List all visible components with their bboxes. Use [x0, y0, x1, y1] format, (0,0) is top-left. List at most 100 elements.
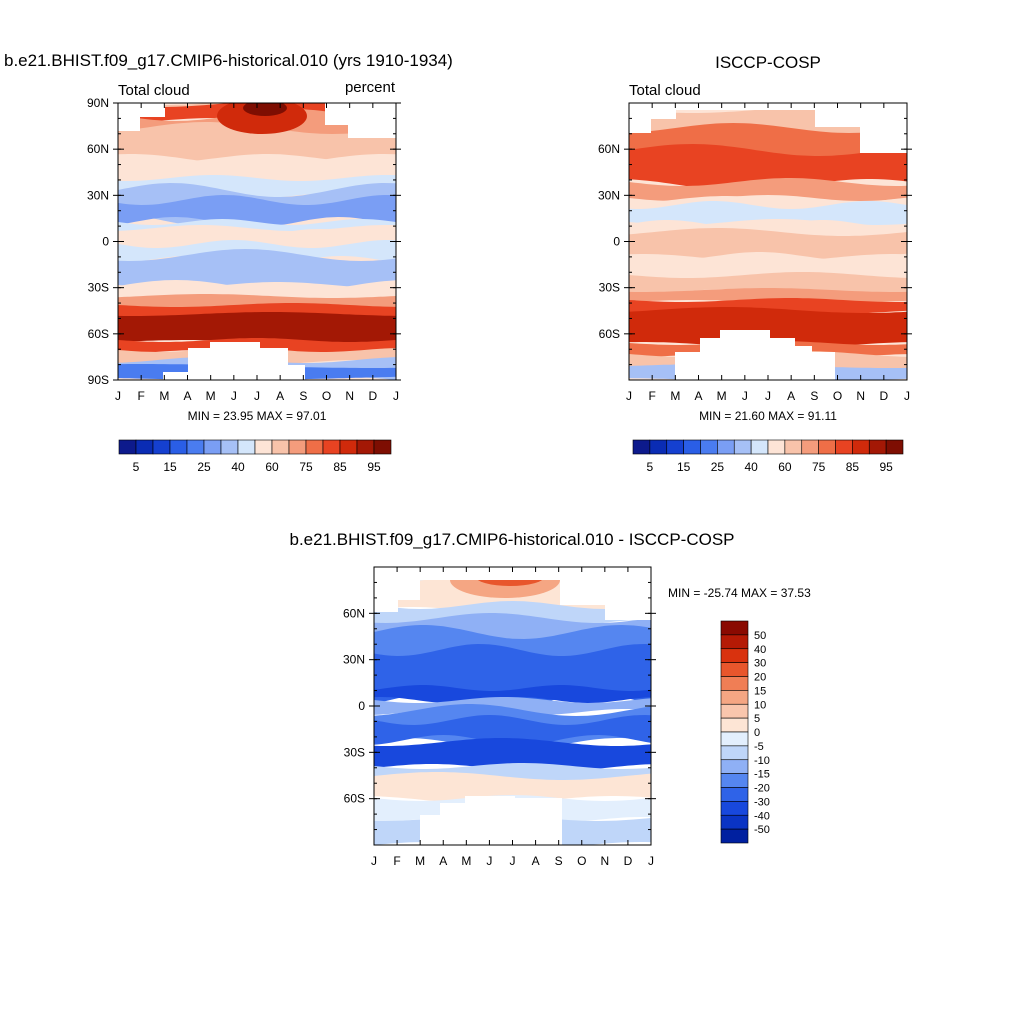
- colorbar-label: 30: [754, 658, 766, 670]
- x-tick-label: A: [694, 389, 702, 403]
- colorbar-swatch: [717, 439, 735, 455]
- colorbar-swatch: [135, 439, 154, 455]
- x-tick-label: N: [600, 854, 609, 868]
- x-tick-label: J: [254, 389, 260, 403]
- colorbar-swatch: [203, 439, 222, 455]
- x-tick-label: J: [115, 389, 121, 403]
- x-tick-label: M: [159, 389, 169, 403]
- contour-band: [118, 249, 396, 292]
- colorbar-swatch: [835, 439, 853, 455]
- colorbar-swatch: [720, 676, 749, 691]
- colorbar-label: -15: [754, 769, 770, 781]
- x-tick-label: M: [670, 389, 680, 403]
- colorbar-label: 60: [778, 460, 792, 474]
- y-tick-label: 60N: [598, 142, 620, 156]
- x-tick-label: A: [532, 854, 540, 868]
- colorbar-swatch: [118, 439, 137, 455]
- colorbar-swatch: [720, 634, 749, 650]
- colorbar-label: 50: [754, 630, 766, 642]
- x-tick-label: O: [322, 389, 331, 403]
- contour-band: [629, 307, 907, 348]
- panel-model-colorbar: 5 15 25 40 60 75 85 95: [118, 439, 392, 474]
- colorbar-label: -30: [754, 796, 770, 808]
- x-tick-label: D: [368, 389, 377, 403]
- colorbar-swatch: [868, 439, 887, 455]
- x-tick-label: S: [810, 389, 818, 403]
- panel-obs: ISCCP-COSP Total cloud J F M A M J J A S O N D J60N3…: [598, 53, 912, 474]
- y-tick-label: 0: [102, 235, 109, 249]
- y-tick-label: 0: [613, 235, 620, 249]
- colorbar-swatch: [152, 439, 171, 455]
- colorbar-swatch: [720, 787, 749, 802]
- colorbar-label: 15: [677, 460, 691, 474]
- panel-diff-missing: [374, 567, 651, 845]
- colorbar-swatch: [339, 439, 358, 455]
- contour-band: [374, 738, 651, 772]
- colorbar-label: 75: [812, 460, 826, 474]
- x-tick-label: F: [137, 389, 144, 403]
- contour-band: [118, 195, 396, 227]
- contour-band: [629, 144, 907, 191]
- colorbar-label: 75: [299, 460, 313, 474]
- x-tick-label: O: [577, 854, 586, 868]
- contour-band: [629, 228, 907, 262]
- panel-model-bands: [118, 103, 396, 380]
- colorbar-label: 5: [133, 460, 140, 474]
- colorbar-swatch: [720, 731, 749, 747]
- colorbar-swatch: [632, 439, 651, 455]
- contour-band: [374, 685, 651, 703]
- contour-band: [118, 225, 396, 251]
- panel-diff: b.e21.BHIST.f09_g17.CMIP6-historical.010…: [289, 530, 811, 868]
- y-tick-label: 90N: [87, 96, 109, 110]
- contour-band: [118, 122, 396, 166]
- x-tick-label: O: [833, 389, 842, 403]
- panel-model-right-label: percent: [345, 79, 396, 96]
- y-tick-label: 30S: [88, 281, 109, 295]
- panel-obs-stats: MIN = 21.60 MAX = 91.11: [699, 409, 837, 423]
- panel-model-missing: [118, 103, 396, 380]
- panel-model-left-label: Total cloud: [118, 82, 190, 99]
- x-tick-label: J: [648, 854, 654, 868]
- colorbar-label: 0: [754, 727, 760, 739]
- contour-band: [118, 282, 396, 301]
- colorbar-swatch: [720, 801, 749, 816]
- colorbar-label: 10: [754, 699, 766, 711]
- y-tick-label: 90S: [88, 373, 109, 387]
- colorbar-label: 85: [333, 460, 347, 474]
- colorbar-label: 95: [367, 460, 381, 474]
- colorbar-swatch: [720, 717, 749, 733]
- colorbar-label: 25: [197, 460, 211, 474]
- colorbar-label: -50: [754, 824, 770, 836]
- y-tick-label: 60S: [88, 327, 109, 341]
- panel-diff-title: b.e21.BHIST.f09_g17.CMIP6-historical.010…: [289, 530, 734, 549]
- contour-band: [629, 178, 907, 204]
- colorbar-swatch: [220, 439, 239, 455]
- x-tick-label: J: [371, 854, 377, 868]
- y-tick-label: 30S: [599, 281, 620, 295]
- y-tick-label: 60S: [344, 792, 365, 806]
- colorbar-label: -20: [754, 783, 770, 795]
- colorbar-swatch: [666, 439, 684, 455]
- y-tick-label: 30N: [87, 188, 109, 202]
- x-tick-label: M: [461, 854, 471, 868]
- colorbar-swatch: [700, 439, 718, 455]
- colorbar-swatch: [852, 439, 870, 455]
- y-tick-label: 0: [358, 699, 365, 713]
- colorbar-swatch: [733, 439, 752, 455]
- x-tick-label: A: [439, 854, 447, 868]
- panel-model-title: b.e21.BHIST.f09_g17.CMIP6-historical.010…: [4, 51, 453, 70]
- contour-band: [243, 103, 287, 116]
- contour-band: [118, 219, 396, 235]
- colorbar-swatch: [720, 662, 749, 677]
- colorbar-swatch: [720, 828, 749, 844]
- y-tick-label: 30S: [344, 745, 365, 759]
- y-tick-label: 30N: [598, 188, 620, 202]
- x-tick-label: J: [486, 854, 492, 868]
- colorbar-swatch: [720, 814, 749, 830]
- colorbar-label: 40: [744, 460, 758, 474]
- x-tick-label: N: [856, 389, 865, 403]
- x-tick-label: J: [393, 389, 399, 403]
- colorbar-label: 40: [231, 460, 245, 474]
